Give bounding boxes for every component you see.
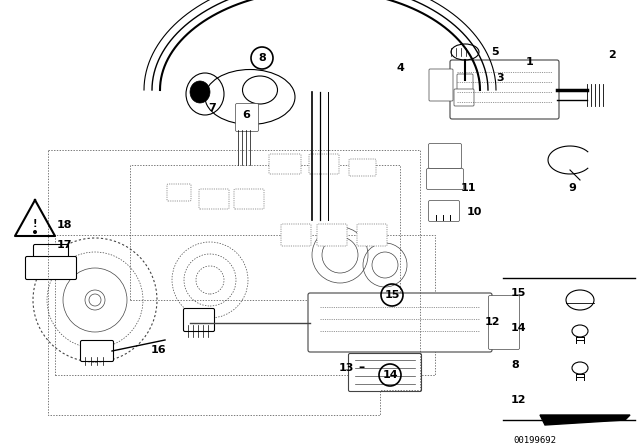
Text: 15: 15 [384, 290, 400, 300]
FancyBboxPatch shape [236, 103, 259, 132]
Text: 1: 1 [526, 57, 534, 67]
FancyBboxPatch shape [429, 201, 460, 221]
Text: 00199692: 00199692 [513, 435, 557, 444]
Text: !: ! [33, 219, 37, 229]
FancyBboxPatch shape [357, 224, 387, 246]
FancyBboxPatch shape [308, 293, 492, 352]
Bar [55, 235, 435, 375]
Text: 9: 9 [568, 183, 576, 193]
Text: 12: 12 [484, 317, 500, 327]
Ellipse shape [190, 81, 210, 103]
Text: 13: 13 [339, 363, 354, 373]
Text: 4: 4 [396, 63, 404, 73]
Text: 8: 8 [511, 360, 519, 370]
FancyBboxPatch shape [450, 60, 559, 119]
Text: 14: 14 [382, 370, 398, 380]
Polygon shape [540, 415, 630, 425]
FancyBboxPatch shape [429, 143, 461, 168]
Text: 2: 2 [608, 50, 616, 60]
FancyBboxPatch shape [33, 245, 68, 263]
FancyBboxPatch shape [199, 189, 229, 209]
FancyBboxPatch shape [488, 296, 520, 349]
FancyBboxPatch shape [26, 257, 77, 280]
FancyBboxPatch shape [457, 74, 473, 91]
Text: 12: 12 [511, 395, 527, 405]
FancyBboxPatch shape [349, 353, 422, 392]
FancyBboxPatch shape [167, 184, 191, 201]
FancyBboxPatch shape [317, 224, 347, 246]
Text: 16: 16 [150, 345, 166, 355]
FancyBboxPatch shape [349, 159, 376, 176]
Text: –: – [358, 362, 364, 375]
FancyBboxPatch shape [454, 89, 474, 106]
Text: 8: 8 [258, 53, 266, 63]
Text: 3: 3 [496, 73, 504, 83]
FancyBboxPatch shape [269, 154, 301, 174]
Bar [130, 165, 400, 300]
FancyBboxPatch shape [309, 154, 339, 174]
Text: 18: 18 [56, 220, 72, 230]
Text: 15: 15 [511, 288, 526, 298]
FancyBboxPatch shape [281, 224, 311, 246]
Circle shape [33, 230, 37, 234]
Text: 6: 6 [242, 110, 250, 120]
FancyBboxPatch shape [426, 168, 463, 190]
Text: 10: 10 [467, 207, 482, 217]
Text: 17: 17 [56, 240, 72, 250]
Text: 7: 7 [208, 103, 216, 113]
FancyBboxPatch shape [81, 340, 113, 362]
FancyBboxPatch shape [429, 69, 453, 101]
FancyBboxPatch shape [234, 189, 264, 209]
Text: 14: 14 [511, 323, 527, 333]
Text: 11: 11 [460, 183, 476, 193]
FancyBboxPatch shape [184, 309, 214, 332]
Text: 5: 5 [491, 47, 499, 57]
